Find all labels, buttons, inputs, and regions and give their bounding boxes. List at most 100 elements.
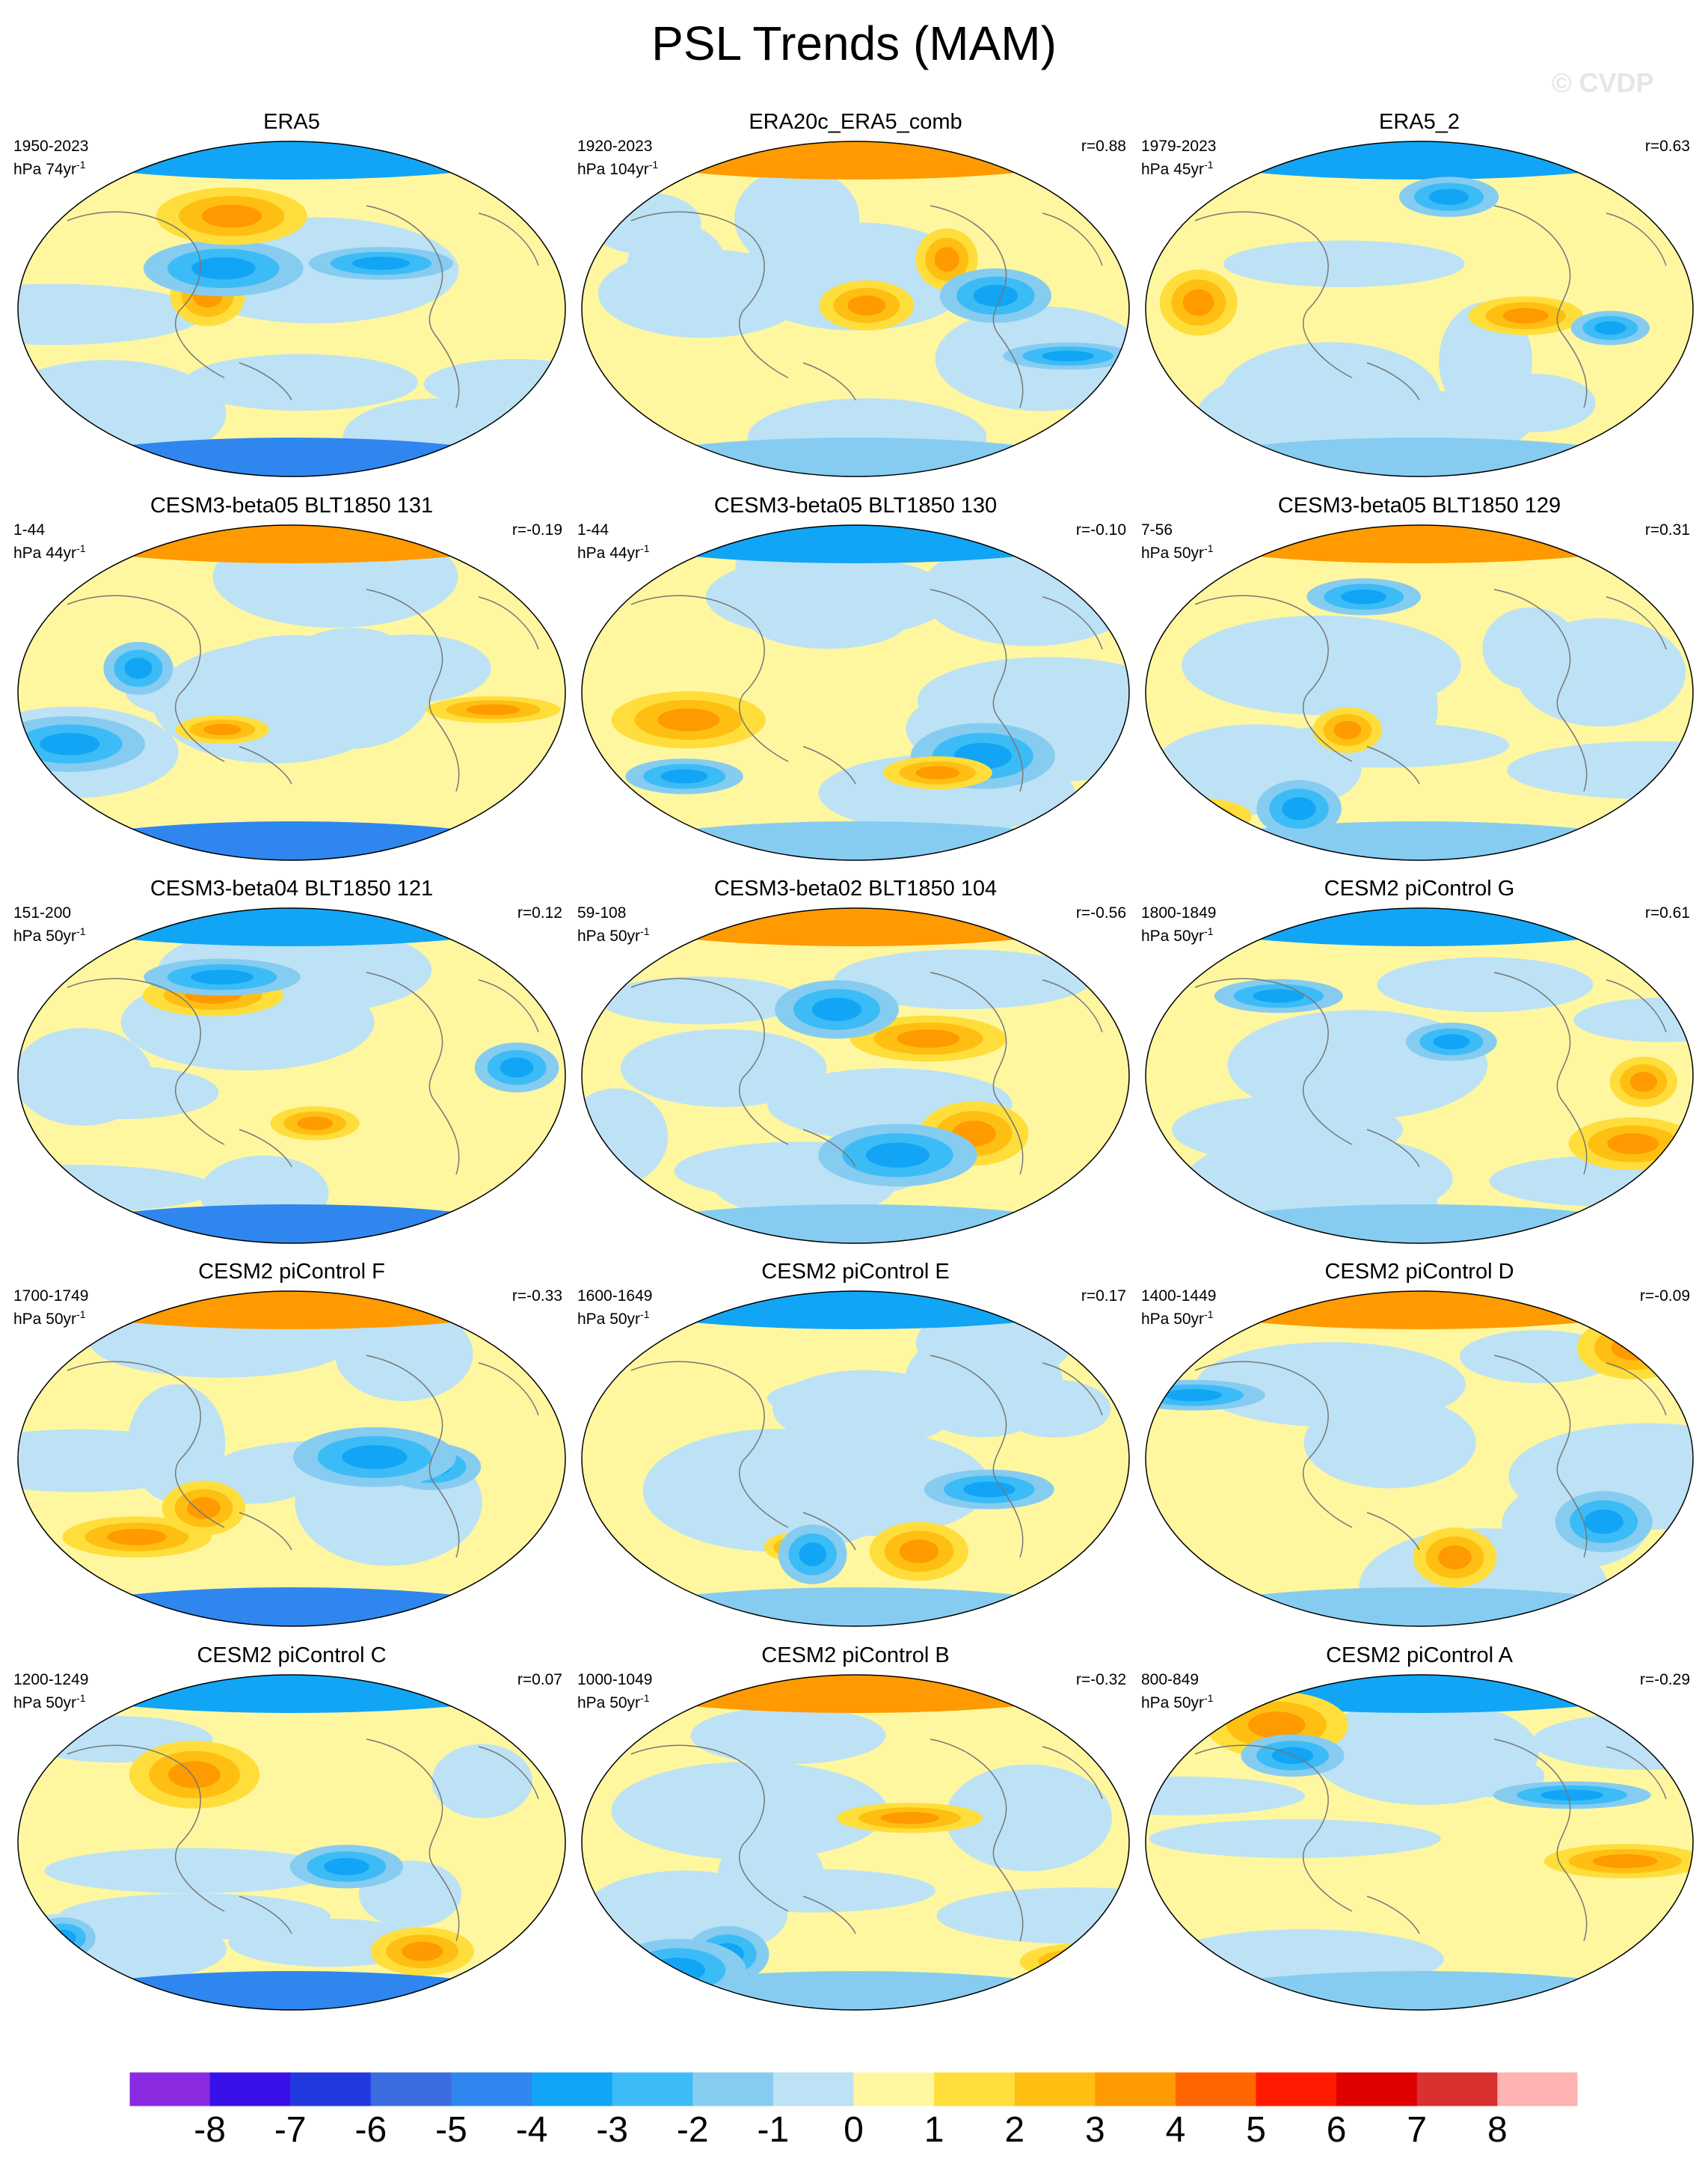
map-panel: ERA5 1950-2023 hPa 74yr-1 [13, 108, 568, 482]
map-outline [581, 524, 1130, 861]
map-outline [581, 1290, 1130, 1627]
panel-units: hPa 50yr-1 [13, 925, 86, 945]
negative-trend-centre [865, 1142, 930, 1168]
map-panel: CESM3-beta05 BLT1850 129 7-56 hPa 50yr-1 r=… [1141, 492, 1696, 866]
panel-title: CESM3-beta02 BLT1850 104 [713, 877, 998, 901]
field-contour [718, 1834, 824, 1911]
panel-units: hPa 50yr-1 [1141, 1692, 1214, 1711]
colorbar-box [532, 2072, 613, 2106]
field-contour [22, 1587, 561, 1626]
negative-trend-centre [811, 997, 862, 1022]
negative-trend-centre [324, 1857, 369, 1876]
map-outline [17, 141, 566, 477]
field-contour [1303, 1397, 1476, 1489]
field-contour [586, 1971, 1125, 2010]
panel-title: CESM2 piControl A [1326, 1643, 1513, 1667]
panel-period-units: 1800-1849 hPa 50yr-1 [1141, 904, 1216, 946]
negative-trend-centre [660, 769, 708, 784]
positive-trend-centre [1182, 289, 1214, 316]
positive-trend-centre [466, 704, 520, 715]
panel-period-units: 800-849 hPa 50yr-1 [1141, 1670, 1214, 1712]
field-contour [620, 1029, 827, 1107]
map-field [17, 1674, 566, 2011]
map-field [1145, 1674, 1694, 2011]
positive-trend-centre [880, 1812, 939, 1824]
panel-title: ERA5 [263, 110, 320, 134]
field-contour [22, 438, 561, 476]
field-contour [1377, 957, 1594, 1013]
panel-title: ERA20c_ERA5_comb [749, 110, 962, 134]
panel-units: hPa 50yr-1 [577, 1308, 650, 1328]
field-contour [1507, 741, 1693, 800]
panel-period: 59-108 [577, 904, 627, 922]
panel-units: hPa 44yr-1 [577, 542, 650, 562]
panel-correlation: r=0.31 [1644, 521, 1690, 539]
map-field [581, 141, 1130, 477]
panel-period: 1200-1249 [13, 1671, 89, 1688]
panel-period-units: 151-200 hPa 50yr-1 [13, 904, 86, 946]
map-outline [1145, 141, 1694, 477]
panel-title: CESM2 piControl G [1324, 877, 1515, 901]
map-outline [1145, 524, 1694, 861]
map-field [1145, 524, 1694, 861]
colorbar-box [772, 2072, 854, 2106]
map-outline [1145, 907, 1694, 1244]
colorbar-box [1416, 2072, 1498, 2106]
positive-trend-centre [1502, 307, 1549, 324]
field-contour [22, 821, 561, 860]
map-panel: CESM2 piControl B 1000-1049 hPa 50yr-1 r=-0… [577, 1642, 1132, 2016]
map-field [581, 907, 1130, 1244]
map-panel: CESM2 piControl C 1200-1249 hPa 50yr-1 r=0.… [13, 1642, 568, 2016]
negative-trend-centre [1540, 1789, 1604, 1801]
positive-trend-centre [1247, 1711, 1306, 1738]
negative-trend-centre [1433, 1034, 1470, 1049]
panel-units: hPa 50yr-1 [1141, 925, 1214, 945]
panel-correlation: r=-0.29 [1639, 1671, 1690, 1688]
field-contour [945, 1764, 1112, 1872]
map-field [581, 524, 1130, 861]
panel-title: CESM2 piControl F [198, 1260, 385, 1284]
panel-title: CESM3-beta04 BLT1850 121 [150, 877, 434, 901]
negative-trend-centre [1253, 989, 1305, 1003]
coastline [1194, 972, 1667, 1175]
panel-period-units: 1000-1049 hPa 50yr-1 [577, 1670, 652, 1712]
panel-units: hPa 104yr-1 [577, 159, 659, 178]
panel-correlation: r=0.63 [1644, 138, 1690, 155]
colorbar-tick-label: -1 [757, 2110, 790, 2150]
page-title: PSL Trends (MAM) [651, 16, 1057, 70]
colorbar-box [1175, 2072, 1257, 2106]
colorbar-box [451, 2072, 532, 2106]
colorbar-box [692, 2072, 774, 2106]
field-contour [1220, 342, 1441, 452]
negative-trend-centre [1584, 1509, 1623, 1534]
field-contour [611, 1762, 888, 1860]
field-contour [1150, 1675, 1689, 1713]
field-contour [1146, 1776, 1305, 1815]
positive-trend-centre [203, 723, 242, 735]
colorbar-tick-label: 5 [1246, 2110, 1266, 2150]
field-contour [737, 222, 975, 331]
panel-period-units: 1920-2023 hPa 104yr-1 [577, 137, 658, 179]
positive-trend-centre [1629, 1071, 1657, 1092]
panel-period: 1700-1749 [13, 1287, 89, 1305]
panel-units: hPa 50yr-1 [577, 925, 650, 945]
positive-trend-centre [657, 708, 719, 732]
colorbar-tick-label: 2 [1004, 2110, 1025, 2150]
colorbar-box [612, 2072, 693, 2106]
panel-title: CESM2 piControl E [761, 1260, 950, 1284]
positive-trend-centre [934, 247, 959, 272]
colorbar-tick-label: 6 [1326, 2110, 1347, 2150]
field-contour [936, 1887, 1129, 1944]
positive-trend-centre [1438, 1545, 1472, 1570]
field-contour [1472, 373, 1596, 432]
panel-units: hPa 44yr-1 [13, 542, 86, 562]
colorbar-tick-label: 4 [1165, 2110, 1186, 2150]
field-contour [1459, 1330, 1617, 1384]
panel-period-units: 1200-1249 hPa 50yr-1 [13, 1670, 88, 1712]
panel-title: CESM2 piControl C [197, 1643, 387, 1667]
panel-correlation: r=0.88 [1081, 138, 1126, 155]
map-panel: CESM3-beta02 BLT1850 104 59-108 hPa 50yr-1… [577, 875, 1132, 1249]
map-panel: CESM2 piControl F 1700-1749 hPa 50yr-1 r=-0… [13, 1258, 568, 1632]
positive-trend-centre [1164, 808, 1214, 824]
panel-period-units: 1950-2023 hPa 74yr-1 [13, 137, 88, 179]
